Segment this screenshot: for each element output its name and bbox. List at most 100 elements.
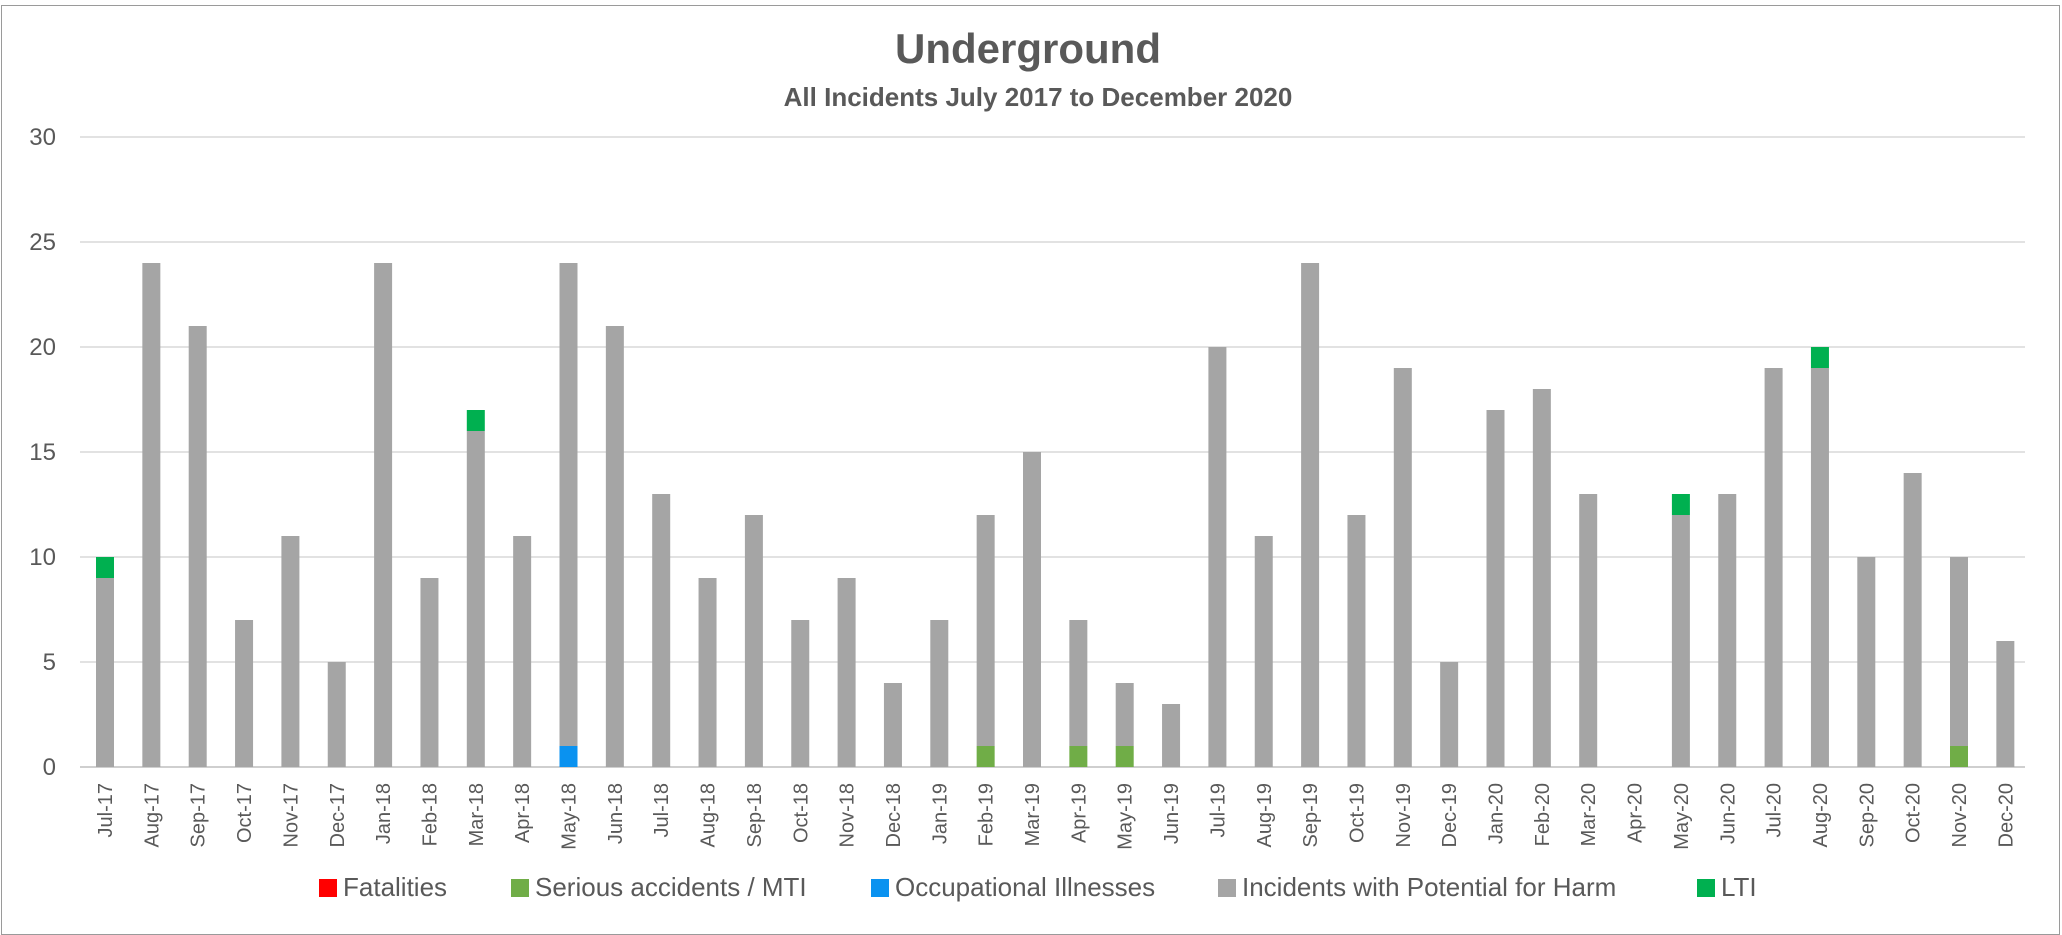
legend-swatch [319, 879, 337, 897]
chart-title: Underground [895, 25, 1161, 72]
bar-segment [420, 578, 439, 767]
x-tick-label: Oct-18 [790, 783, 812, 843]
x-tick-label: Sep-20 [1856, 783, 1878, 848]
bar-segment [1950, 746, 1968, 767]
x-tick-label: Apr-19 [1068, 783, 1090, 843]
x-tick-label: Aug-20 [1810, 783, 1832, 848]
bar-segment [1671, 494, 1690, 515]
bar-segment [1486, 410, 1505, 767]
x-tick-label: Jan-20 [1486, 783, 1508, 844]
x-tick-label: Aug-18 [698, 783, 720, 848]
x-tick-label: Jul-17 [95, 783, 117, 837]
y-tick-label: 5 [43, 649, 56, 676]
x-tick-label: Jun-18 [605, 783, 627, 844]
x-tick-label: Apr-20 [1625, 783, 1647, 843]
legend-swatch [1697, 879, 1715, 897]
legend-label: Incidents with Potential for Harm [1242, 872, 1616, 902]
x-tick-label: Dec-17 [327, 783, 349, 847]
x-tick-label: Nov-19 [1393, 783, 1415, 847]
bar-segment [1115, 683, 1134, 746]
bar-segment [698, 578, 717, 767]
bar-segment [1393, 368, 1412, 767]
bar-segment [976, 515, 995, 746]
x-tick-label: Feb-18 [419, 783, 441, 846]
bar-segment [1208, 347, 1227, 767]
x-tick-label: Jul-20 [1764, 783, 1786, 837]
bar-segment [1162, 704, 1181, 767]
legend-swatch [511, 879, 529, 897]
y-tick-label: 0 [43, 754, 56, 781]
bar-segment [1903, 473, 1922, 767]
x-tick-label: Mar-19 [1022, 783, 1044, 846]
bar-segment [1069, 620, 1088, 746]
bar-segment [1857, 557, 1876, 767]
y-tick-label: 30 [29, 124, 56, 151]
x-tick-label: Nov-17 [280, 783, 302, 847]
x-tick-label: Jun-19 [1161, 783, 1183, 844]
x-tick-label: Feb-20 [1532, 783, 1554, 846]
x-tick-label: Oct-17 [234, 783, 256, 843]
x-tick-label: Oct-19 [1346, 783, 1368, 843]
x-tick-label: May-20 [1671, 783, 1693, 850]
y-tick-label: 15 [29, 439, 56, 466]
x-tick-label: Mar-20 [1578, 783, 1600, 846]
bar-segment [605, 326, 624, 767]
bar-segment [1764, 368, 1783, 767]
chart-subtitle: All Incidents July 2017 to December 2020 [784, 82, 1293, 112]
x-tick-label: Oct-20 [1903, 783, 1925, 843]
bar-segment [1115, 746, 1134, 767]
bar-segment [1718, 494, 1737, 767]
bar-segment [1579, 494, 1598, 767]
bar-segment [327, 662, 346, 767]
bar-segment [1671, 515, 1690, 767]
legend-label: Serious accidents / MTI [535, 872, 807, 902]
bar-segment [559, 263, 578, 746]
x-tick-label: Aug-17 [141, 783, 163, 848]
legend-swatch [1218, 879, 1236, 897]
x-tick-label: Nov-18 [837, 783, 859, 847]
bar-segment [374, 263, 393, 767]
bar-segment [281, 536, 300, 767]
bars [96, 263, 2015, 767]
x-tick-label: Apr-18 [512, 783, 534, 843]
bar-segment [1069, 746, 1088, 767]
x-tick-label: May-18 [559, 783, 581, 850]
x-tick-label: Dec-18 [883, 783, 905, 847]
bar-segment [1810, 347, 1829, 368]
bar-segment [466, 410, 485, 431]
legend-label: Occupational Illnesses [895, 872, 1155, 902]
bar-segment [791, 620, 810, 767]
bar-segment [1532, 389, 1551, 767]
legend-label: LTI [1721, 872, 1757, 902]
bar-segment [744, 515, 763, 767]
x-tick-label: Jun-20 [1717, 783, 1739, 844]
legend-label: Fatalities [343, 872, 447, 902]
bar-segment [96, 557, 114, 578]
x-tick-label: Jul-19 [1207, 783, 1229, 837]
bar-segment [1301, 263, 1320, 767]
y-tick-label: 20 [29, 334, 56, 361]
legend-swatch [871, 879, 889, 897]
x-tick-label: Sep-17 [188, 783, 210, 848]
bar-segment [1023, 452, 1041, 767]
bar-segment [883, 683, 902, 767]
y-tick-label: 25 [29, 229, 56, 256]
y-axis-ticks: 0 5 10 15 20 25 30 [29, 124, 56, 781]
bar-segment [930, 620, 949, 767]
x-tick-label: Jan-18 [373, 783, 395, 844]
x-tick-label: Aug-19 [1254, 783, 1276, 848]
bar-segment [513, 536, 532, 767]
bar-segment [837, 578, 856, 767]
bar-segment [559, 746, 578, 767]
x-tick-label: Dec-19 [1439, 783, 1461, 847]
x-axis-ticks: Jul-17 Aug-17 Sep-17 Oct-17 Nov-17 Dec-17 Jan-… [95, 783, 2017, 850]
x-tick-label: Mar-18 [466, 783, 488, 846]
bar-segment [1996, 641, 2015, 767]
gridlines [80, 136, 2025, 768]
x-tick-label: Sep-19 [1300, 783, 1322, 848]
y-tick-label: 10 [29, 544, 56, 571]
legend: Fatalities Serious accidents / MTI Occupat… [319, 872, 1757, 902]
x-tick-label: Nov-20 [1949, 783, 1971, 847]
bar-segment [976, 746, 995, 767]
